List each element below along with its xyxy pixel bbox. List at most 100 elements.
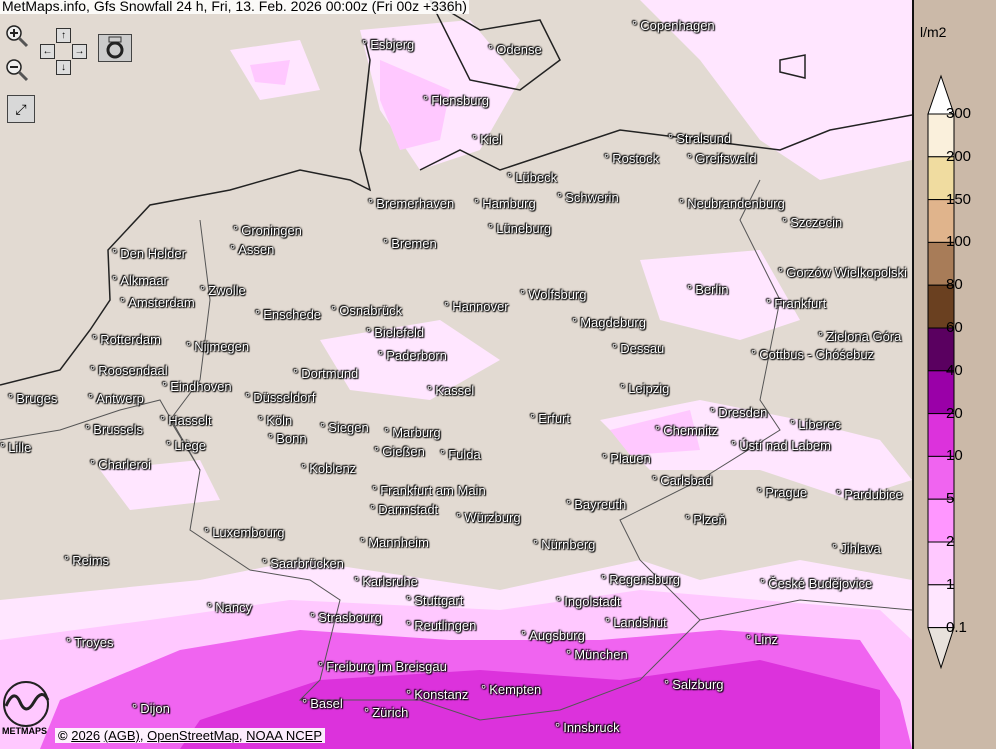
zoom-out-icon[interactable] bbox=[5, 58, 29, 82]
city-label: Nürnberg bbox=[533, 537, 595, 552]
pan-right-icon[interactable]: → bbox=[72, 44, 87, 59]
city-label: Chemnitz bbox=[655, 423, 718, 438]
city-label: Konstanz bbox=[406, 687, 468, 702]
city-label: Cottbus - Chóśebuz bbox=[751, 347, 874, 362]
city-label: Saarbrücken bbox=[262, 556, 344, 571]
city-label: Ingolstadt bbox=[556, 594, 620, 609]
city-label: Kiel bbox=[472, 132, 502, 147]
city-label: Schwerin bbox=[557, 190, 618, 205]
copyright-bar: © 2026 (AGB), OpenStreetMap, NOAA NCEP bbox=[55, 728, 325, 743]
legend-swatch bbox=[927, 113, 955, 158]
city-label: Koblenz bbox=[301, 461, 356, 476]
svg-text:METMAPS: METMAPS bbox=[2, 726, 47, 736]
city-label: Lüneburg bbox=[488, 221, 551, 236]
city-label: Darmstadt bbox=[370, 502, 438, 517]
city-label: Strasbourg bbox=[310, 610, 382, 625]
city-label: Kempten bbox=[481, 682, 541, 697]
legend-colorbar bbox=[927, 74, 955, 670]
city-label: Bielefeld bbox=[366, 325, 424, 340]
city-label: Bonn bbox=[268, 431, 306, 446]
city-label: Bruges bbox=[8, 391, 57, 406]
legend-swatch bbox=[927, 498, 955, 543]
city-label: Zürich bbox=[364, 705, 408, 720]
city-label: Greifswald bbox=[687, 151, 756, 166]
metmaps-logo: METMAPS bbox=[2, 681, 50, 736]
legend-label: 10 bbox=[946, 447, 963, 465]
city-label: Siegen bbox=[320, 420, 368, 435]
legend-label: 80 bbox=[946, 276, 963, 294]
city-label: Flensburg bbox=[423, 93, 489, 108]
color-legend: l/m2 300 200 150 100 80 60 40 20 10 5 2 1 0.1 bbox=[912, 0, 996, 749]
city-label: Leipzig bbox=[620, 381, 669, 396]
city-label: Stralsund bbox=[668, 131, 731, 146]
legend-label: 2 bbox=[946, 533, 955, 550]
city-label: Berlin bbox=[687, 282, 728, 297]
city-label: Prague bbox=[757, 485, 807, 500]
city-label: Dortmund bbox=[293, 366, 358, 381]
legend-label: 0.1 bbox=[946, 618, 967, 636]
city-label: Carlsbad bbox=[652, 473, 712, 488]
city-label: Fulda bbox=[440, 447, 481, 462]
city-label: Marburg bbox=[384, 425, 440, 440]
city-label: Brussels bbox=[85, 422, 143, 437]
fullscreen-icon[interactable]: ⤢ bbox=[7, 95, 35, 123]
copyright-year-link[interactable]: 2026 bbox=[71, 728, 101, 743]
city-label: Regensburg bbox=[601, 572, 680, 587]
city-label: Amsterdam bbox=[120, 295, 194, 310]
city-label: České Budějovice bbox=[760, 576, 872, 591]
legend-unit: l/m2 bbox=[920, 24, 947, 40]
openstreetmap-link[interactable]: OpenStreetMap bbox=[147, 728, 239, 743]
city-label: Reutlingen bbox=[406, 618, 476, 633]
legend-label: 150 bbox=[946, 190, 972, 208]
city-label: Zwolle bbox=[200, 283, 246, 298]
legend-label: 1 bbox=[946, 575, 955, 593]
city-label: Innsbruck bbox=[555, 720, 619, 735]
legend-label: 100 bbox=[946, 233, 972, 251]
city-label: Bayreuth bbox=[566, 497, 626, 512]
city-label: Frankfurt bbox=[766, 296, 826, 311]
city-label: Pardubice bbox=[836, 487, 903, 502]
city-label: Lübeck bbox=[507, 170, 557, 185]
city-label: Plauen bbox=[602, 451, 650, 466]
city-label: Hannover bbox=[444, 299, 508, 314]
city-label: Copenhagen bbox=[632, 18, 714, 33]
noaa-ncep-link[interactable]: NOAA NCEP bbox=[246, 728, 322, 743]
city-label: Neubrandenburg bbox=[679, 196, 785, 211]
city-label: Roosendaal bbox=[90, 363, 167, 378]
pan-up-icon[interactable]: ↑ bbox=[56, 28, 71, 43]
pan-left-icon[interactable]: ← bbox=[40, 44, 55, 59]
city-label: Jihlava bbox=[832, 541, 880, 556]
city-label: Alkmaar bbox=[112, 273, 168, 288]
city-label: Mannheim bbox=[360, 535, 429, 550]
city-label: München bbox=[566, 647, 627, 662]
city-label: Enschede bbox=[255, 307, 321, 322]
city-label: Düsseldorf bbox=[245, 390, 315, 405]
zoom-in-icon[interactable] bbox=[5, 24, 29, 48]
city-label: Stuttgart bbox=[406, 593, 463, 608]
agb-link[interactable]: (AGB) bbox=[103, 728, 140, 743]
city-label: Liberec bbox=[790, 417, 841, 432]
city-label: Freiburg im Breisgau bbox=[318, 659, 447, 674]
city-label: Salzburg bbox=[664, 677, 723, 692]
pan-control[interactable]: ↑ ← → ↓ bbox=[40, 28, 87, 75]
city-label: Rotterdam bbox=[92, 332, 161, 347]
pan-down-icon[interactable]: ↓ bbox=[56, 60, 71, 75]
city-label: Eindhoven bbox=[162, 379, 231, 394]
map-canvas[interactable]: Copenhagen Esbjerg Odense Flensburg Kiel Stra… bbox=[0, 0, 912, 749]
city-label: Bremen bbox=[383, 236, 437, 251]
city-label: Augsburg bbox=[521, 628, 585, 643]
city-label: Zielona Góra bbox=[818, 329, 901, 344]
city-label: Kassel bbox=[427, 383, 474, 398]
city-label: Linz bbox=[746, 632, 778, 647]
city-label: Würzburg bbox=[456, 510, 520, 525]
legend-swatch bbox=[927, 541, 955, 586]
borders-coastlines bbox=[0, 0, 912, 386]
city-label: Groningen bbox=[233, 223, 302, 238]
city-label: Gießen bbox=[374, 444, 425, 459]
city-label: Osnabrück bbox=[331, 303, 402, 318]
camera-icon[interactable] bbox=[98, 34, 132, 62]
city-label: Dijon bbox=[132, 701, 170, 716]
legend-swatch bbox=[927, 413, 955, 457]
city-label: Liège bbox=[166, 438, 206, 453]
city-label: Rostock bbox=[604, 151, 659, 166]
